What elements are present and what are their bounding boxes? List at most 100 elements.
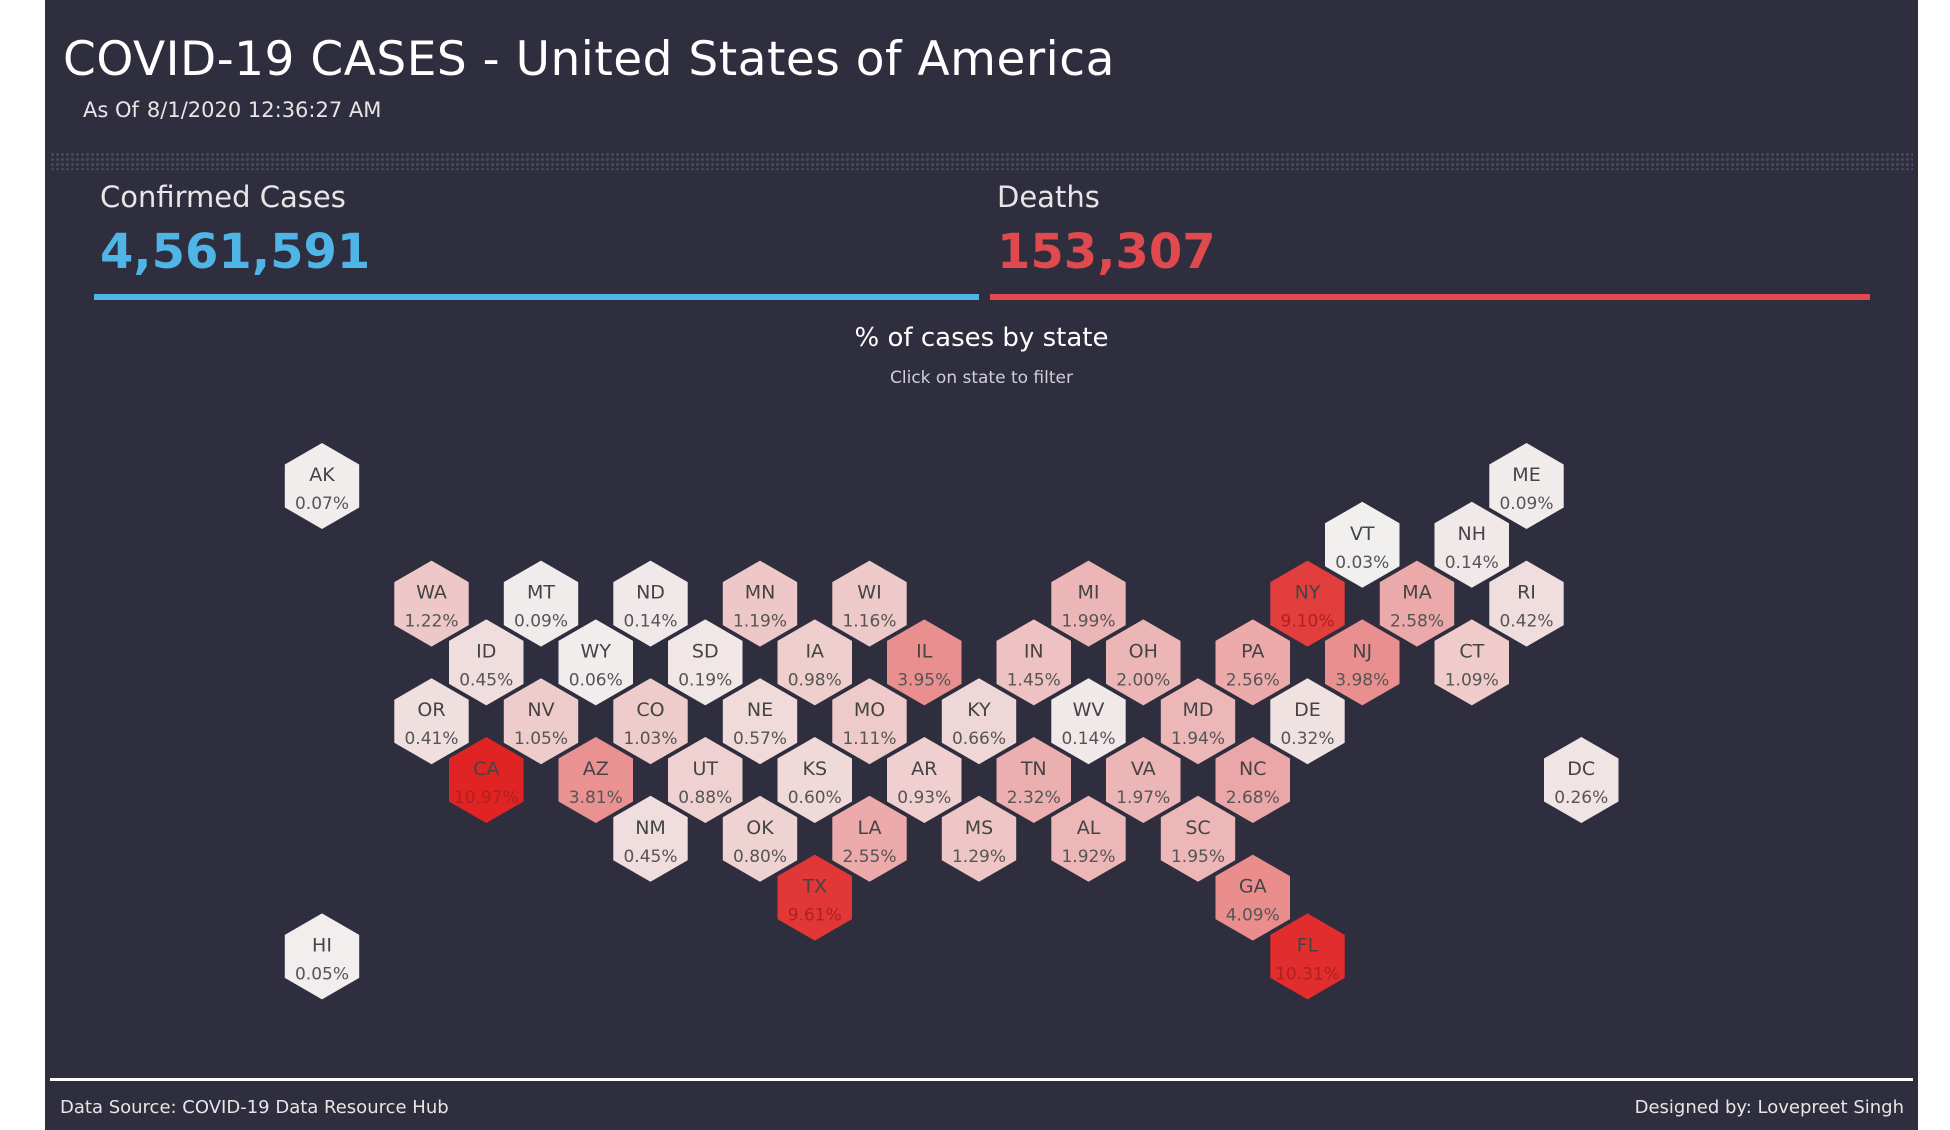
state-hex-ky[interactable]: KY 0.66% xyxy=(941,678,1017,765)
state-hex-sc[interactable]: SC 1.95% xyxy=(1160,795,1236,882)
state-code-label: RI xyxy=(1517,582,1536,604)
state-code-label: NH xyxy=(1458,523,1487,545)
state-hex-hi[interactable]: HI 0.05% xyxy=(284,913,360,1000)
designer-credit: Designed by: Lovepreet Singh xyxy=(1634,1097,1904,1118)
state-code-label: VA xyxy=(1131,758,1156,780)
state-code-label: CO xyxy=(636,699,664,721)
state-hex-co[interactable]: CO 1.03% xyxy=(613,678,688,765)
state-hex-me[interactable]: ME 0.09% xyxy=(1489,443,1564,529)
state-hex-vt[interactable]: VT 0.03% xyxy=(1325,501,1400,588)
state-hex-nj[interactable]: NJ 3.98% xyxy=(1325,619,1400,706)
state-code-label: AZ xyxy=(583,758,609,780)
state-hex-dc[interactable]: DC 0.26% xyxy=(1544,737,1619,823)
state-hex-mo[interactable]: MO 1.11% xyxy=(832,678,907,765)
state-hex-tx[interactable]: TX 9.61% xyxy=(777,854,853,941)
state-hex-ut[interactable]: UT 0.88% xyxy=(668,737,743,823)
state-hex-ma[interactable]: MA 2.58% xyxy=(1379,560,1455,647)
state-code-label: MT xyxy=(527,582,555,604)
state-code-label: MI xyxy=(1078,582,1100,604)
state-code-label: CT xyxy=(1459,640,1484,662)
page-title: COVID-19 CASES - United States of Americ… xyxy=(63,32,1115,87)
state-hex-or[interactable]: OR 0.41% xyxy=(394,678,469,765)
state-pct-label: 1.29% xyxy=(952,847,1006,867)
state-hex-pa[interactable]: PA 2.56% xyxy=(1215,619,1291,706)
state-hex-nd[interactable]: ND 0.14% xyxy=(613,560,688,647)
state-pct-label: 2.56% xyxy=(1226,670,1280,690)
state-hex-ar[interactable]: AR 0.93% xyxy=(887,737,962,823)
state-hex-ok[interactable]: OK 0.80% xyxy=(722,795,798,882)
state-hex-ca[interactable]: CA 10.97% xyxy=(449,737,524,823)
state-hex-md[interactable]: MD 1.94% xyxy=(1160,678,1236,765)
as-of-timestamp: As Of 8/1/2020 12:36:27 AM xyxy=(83,98,381,122)
state-hex-ct[interactable]: CT 1.09% xyxy=(1434,619,1510,706)
state-pct-label: 1.19% xyxy=(733,612,787,632)
state-code-label: MA xyxy=(1402,582,1431,604)
state-hex-ks[interactable]: KS 0.60% xyxy=(777,737,853,823)
state-code-label: AL xyxy=(1077,817,1101,839)
state-hex-ny[interactable]: NY 9.10% xyxy=(1270,560,1345,647)
state-hex-shape xyxy=(1215,737,1290,823)
state-hex-ak[interactable]: AK 0.07% xyxy=(284,443,360,529)
state-code-label: WA xyxy=(416,582,447,604)
state-hex-mt[interactable]: MT 0.09% xyxy=(503,560,579,647)
dotted-divider xyxy=(50,152,1913,170)
state-hex-nc[interactable]: NC 2.68% xyxy=(1215,737,1291,823)
state-hex-nh[interactable]: NH 0.14% xyxy=(1434,501,1510,588)
state-hex-wi[interactable]: WI 1.16% xyxy=(832,560,907,647)
state-hex-ms[interactable]: MS 1.29% xyxy=(941,795,1017,882)
state-pct-label: 2.55% xyxy=(842,847,896,867)
state-hex-la[interactable]: LA 2.55% xyxy=(832,795,907,882)
state-hex-shape xyxy=(777,737,852,823)
state-hex-shape xyxy=(832,795,907,882)
state-code-label: MN xyxy=(745,582,776,604)
state-pct-label: 3.98% xyxy=(1335,670,1389,690)
state-hex-shape xyxy=(1106,737,1181,823)
state-hex-nm[interactable]: NM 0.45% xyxy=(613,795,688,882)
state-pct-label: 2.00% xyxy=(1116,670,1170,690)
state-hex-il[interactable]: IL 3.95% xyxy=(887,619,962,706)
state-pct-label: 3.95% xyxy=(897,670,951,690)
state-hex-shape xyxy=(1489,443,1564,529)
state-hex-wy[interactable]: WY 0.06% xyxy=(558,619,634,706)
state-code-label: KY xyxy=(967,699,991,721)
state-hex-in[interactable]: IN 1.45% xyxy=(996,619,1072,706)
state-hex-va[interactable]: VA 1.97% xyxy=(1106,737,1181,823)
state-hex-shape xyxy=(1434,619,1509,706)
data-source: Data Source: COVID-19 Data Resource Hub xyxy=(60,1097,449,1118)
state-hex-sd[interactable]: SD 0.19% xyxy=(668,619,743,706)
state-hex-de[interactable]: DE 0.32% xyxy=(1270,678,1345,765)
state-hex-az[interactable]: AZ 3.81% xyxy=(558,737,634,823)
state-hex-shape xyxy=(1051,560,1126,647)
state-hex-id[interactable]: ID 0.45% xyxy=(449,619,524,706)
state-hex-mi[interactable]: MI 1.99% xyxy=(1051,560,1126,647)
state-hex-shape xyxy=(449,619,524,706)
as-of-label: As Of xyxy=(83,98,139,122)
state-hex-wv[interactable]: WV 0.14% xyxy=(1051,678,1126,765)
state-pct-label: 1.97% xyxy=(1116,788,1170,808)
state-pct-label: 1.95% xyxy=(1171,847,1225,867)
confirmed-cases-underline xyxy=(94,294,979,300)
state-code-label: NC xyxy=(1239,758,1266,780)
state-hex-shape xyxy=(777,619,852,706)
state-hex-ga[interactable]: GA 4.09% xyxy=(1215,854,1291,941)
state-code-label: ID xyxy=(476,640,496,662)
state-hex-al[interactable]: AL 1.92% xyxy=(1051,795,1126,882)
state-hex-tn[interactable]: TN 2.32% xyxy=(996,737,1072,823)
map-subtitle: Click on state to filter xyxy=(890,368,1073,388)
state-hex-ne[interactable]: NE 0.57% xyxy=(722,678,798,765)
state-hex-fl[interactable]: FL 10.31% xyxy=(1270,913,1345,1000)
state-hex-shape xyxy=(613,795,688,882)
state-hex-oh[interactable]: OH 2.00% xyxy=(1106,619,1181,706)
state-pct-label: 0.05% xyxy=(295,964,349,984)
state-pct-label: 9.10% xyxy=(1280,612,1334,632)
state-code-label: ME xyxy=(1512,464,1540,486)
state-code-label: OH xyxy=(1129,640,1158,662)
state-hex-ia[interactable]: IA 0.98% xyxy=(777,619,853,706)
state-hex-shape xyxy=(1325,501,1400,588)
state-hex-shape xyxy=(777,854,852,941)
state-hex-nv[interactable]: NV 1.05% xyxy=(503,678,579,765)
state-hex-shape xyxy=(558,619,633,706)
state-hex-wa[interactable]: WA 1.22% xyxy=(394,560,469,647)
state-hex-mn[interactable]: MN 1.19% xyxy=(722,560,798,647)
state-hex-ri[interactable]: RI 0.42% xyxy=(1489,560,1564,647)
